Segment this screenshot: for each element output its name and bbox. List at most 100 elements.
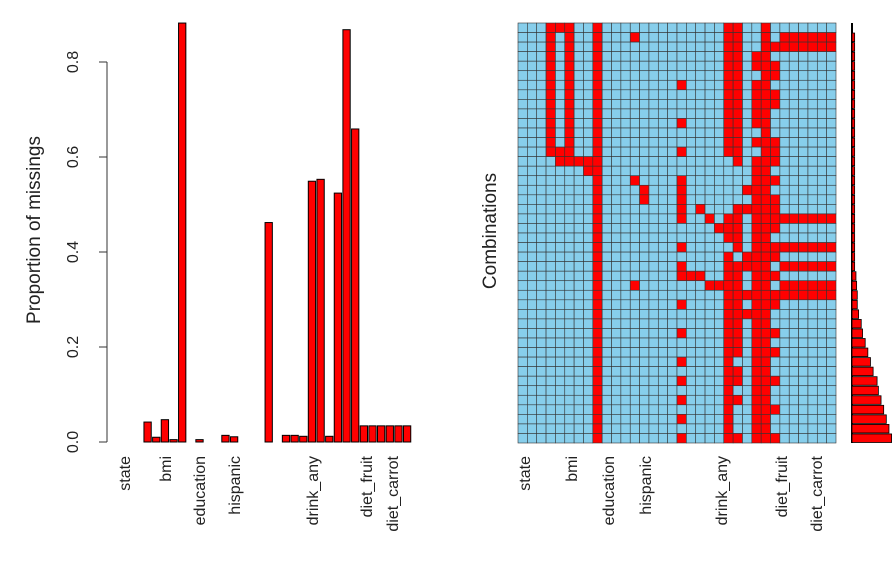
observed-cell (620, 70, 631, 81)
missing-cell (770, 223, 781, 234)
observed-cell (826, 299, 837, 310)
missing-cell (751, 175, 762, 186)
bar (264, 222, 273, 443)
missing-cell (760, 118, 771, 129)
observed-cell (695, 404, 706, 415)
observed-cell (639, 89, 650, 100)
observed-cell (742, 89, 753, 100)
observed-cell (611, 213, 622, 224)
observed-cell (527, 347, 538, 358)
observed-cell (704, 70, 715, 81)
observed-cell (555, 394, 566, 406)
observed-cell (779, 232, 790, 243)
missing-cell (592, 156, 603, 167)
observed-cell (798, 404, 809, 415)
observed-cell (545, 404, 556, 415)
observed-cell (601, 309, 612, 320)
missing-cell (676, 433, 687, 444)
missing-cell (751, 280, 762, 291)
observed-cell (686, 70, 697, 81)
missing-cell (732, 127, 743, 138)
frequency-bar (851, 338, 866, 348)
observed-cell (704, 232, 715, 243)
observed-cell (601, 99, 612, 110)
observed-cell (601, 414, 612, 425)
observed-cell (807, 89, 818, 100)
observed-cell (527, 223, 538, 234)
observed-cell (816, 423, 827, 434)
missing-cell (779, 261, 790, 272)
missing-cell (732, 394, 743, 406)
observed-cell (807, 79, 818, 91)
observed-cell (714, 366, 725, 377)
observed-cell (686, 89, 697, 100)
missing-cell (732, 51, 743, 62)
observed-cell (667, 175, 678, 186)
observed-cell (629, 213, 640, 224)
observed-cell (807, 204, 818, 215)
observed-cell (779, 204, 790, 215)
observed-cell (517, 385, 528, 396)
observed-cell (807, 414, 818, 425)
observed-cell (639, 356, 650, 367)
observed-cell (798, 309, 809, 320)
observed-cell (807, 251, 818, 262)
observed-cell (686, 366, 697, 377)
observed-cell (583, 137, 594, 148)
observed-cell (545, 261, 556, 272)
observed-cell (648, 223, 659, 234)
missing-cell (760, 232, 771, 243)
observed-cell (601, 366, 612, 377)
observed-cell (611, 318, 622, 329)
observed-cell (695, 184, 706, 196)
observed-cell (583, 289, 594, 301)
observed-cell (639, 137, 650, 148)
observed-cell (555, 280, 566, 291)
observed-cell (667, 423, 678, 434)
frequency-bar (851, 414, 887, 424)
observed-cell (798, 328, 809, 339)
observed-cell (667, 251, 678, 262)
missing-cell (676, 184, 687, 196)
missing-cell (770, 270, 781, 282)
missing-cell (826, 280, 837, 291)
observed-cell (807, 375, 818, 387)
observed-cell (648, 60, 659, 72)
observed-cell (816, 146, 827, 157)
observed-cell (676, 347, 687, 358)
observed-cell (686, 232, 697, 243)
observed-cell (704, 385, 715, 396)
observed-cell (536, 414, 547, 425)
missing-cell (751, 375, 762, 387)
observed-cell (714, 347, 725, 358)
combinations-grid (517, 22, 837, 444)
observed-cell (657, 242, 668, 253)
observed-cell (686, 41, 697, 52)
observed-cell (611, 184, 622, 196)
observed-cell (629, 165, 640, 177)
frequency-bar (851, 424, 890, 434)
missing-cell (723, 280, 734, 291)
frequency-bar (851, 252, 856, 262)
missing-cell (760, 299, 771, 310)
observed-cell (573, 270, 584, 282)
observed-cell (583, 223, 594, 234)
observed-cell (657, 175, 668, 186)
observed-cell (583, 99, 594, 110)
observed-cell (770, 165, 781, 177)
missing-cell (592, 213, 603, 224)
missing-cell (779, 280, 790, 291)
missing-cell (760, 261, 771, 272)
observed-cell (798, 146, 809, 157)
observed-cell (667, 223, 678, 234)
observed-cell (779, 127, 790, 138)
observed-cell (573, 261, 584, 272)
observed-cell (742, 318, 753, 329)
observed-cell (695, 337, 706, 348)
observed-cell (667, 328, 678, 339)
observed-cell (816, 22, 827, 33)
observed-cell (826, 356, 837, 367)
missing-cell (788, 280, 799, 291)
observed-cell (779, 137, 790, 148)
